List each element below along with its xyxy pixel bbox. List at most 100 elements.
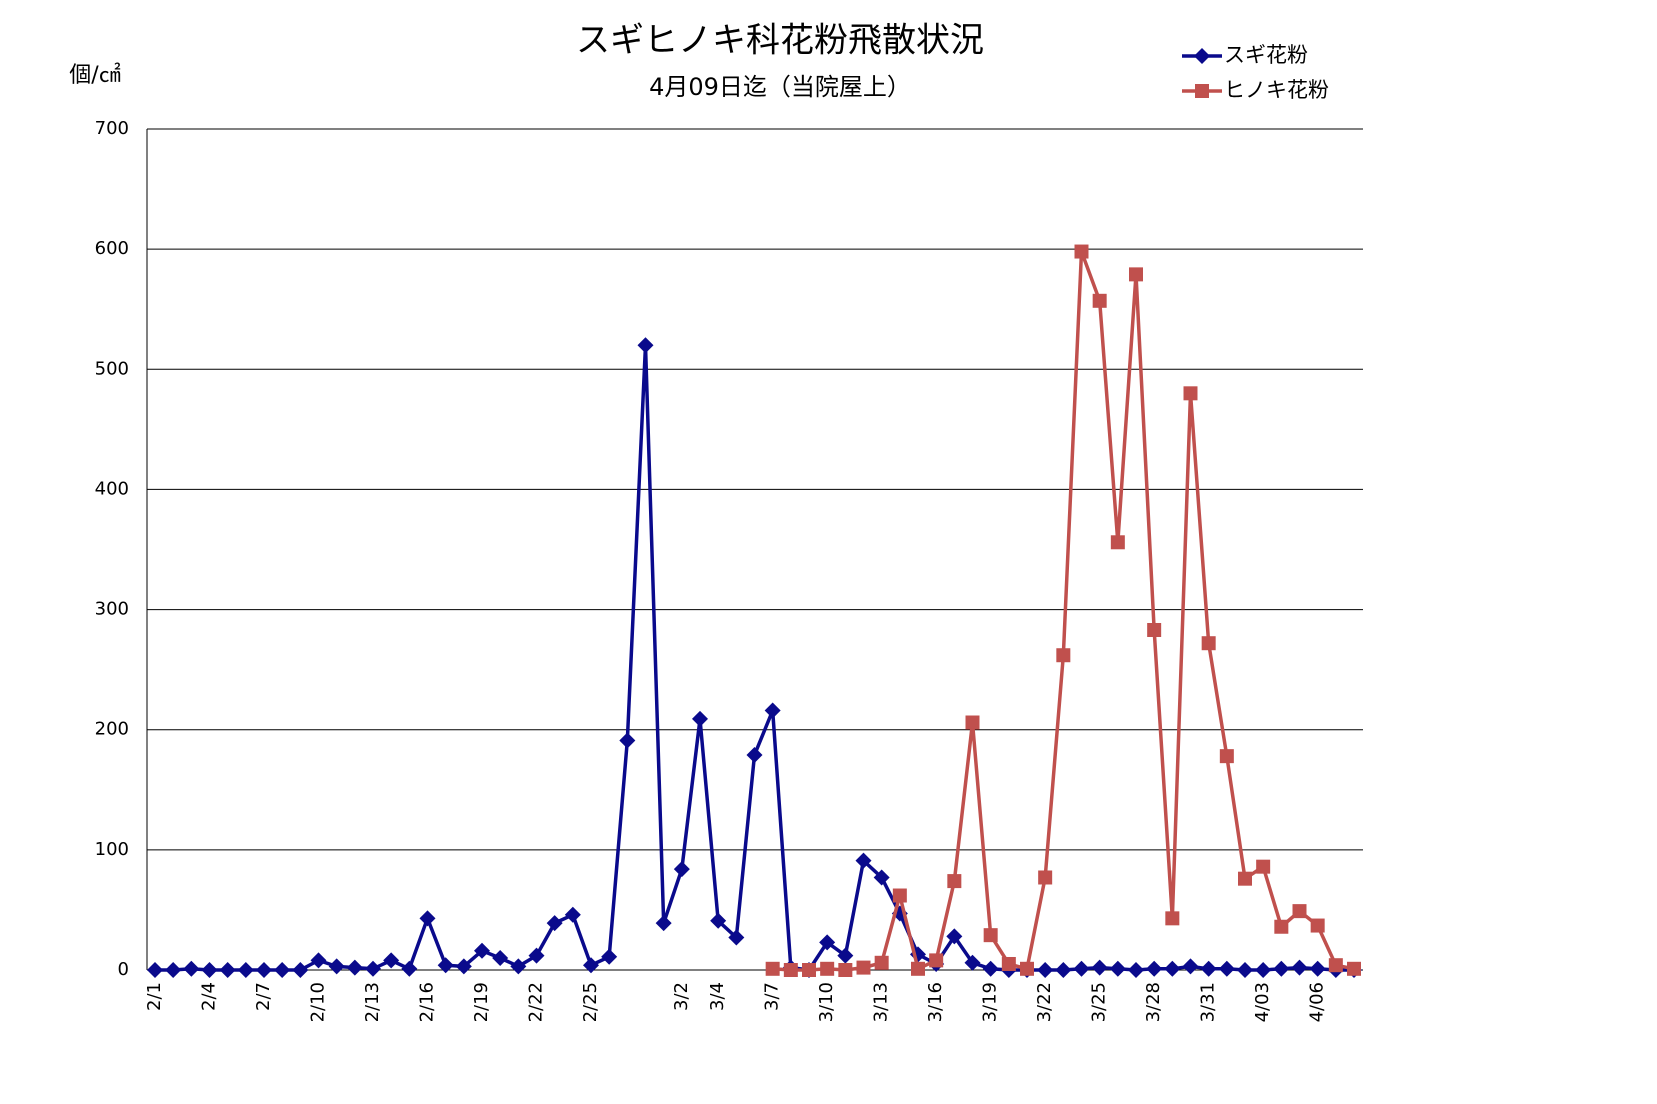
- data-point: [911, 961, 925, 976]
- x-tick-label: 3/22: [1034, 982, 1055, 1022]
- data-point: [820, 961, 835, 976]
- data-point: [1165, 911, 1180, 926]
- x-tick-label: 2/1: [144, 982, 165, 1011]
- data-point: [292, 962, 309, 978]
- data-point: [1183, 386, 1198, 401]
- chart-subtitle: 4月09日迄（当院屋上）: [649, 73, 911, 101]
- data-point: [1147, 622, 1162, 637]
- chart-title: スギヒノキ科花粉飛散状況: [576, 21, 984, 61]
- data-point: [1038, 870, 1053, 885]
- data-point: [401, 960, 418, 977]
- data-point: [1001, 956, 1016, 971]
- data-point: [1201, 636, 1216, 651]
- data-point: [1056, 648, 1071, 663]
- data-point: [328, 958, 345, 975]
- data-point: [1109, 960, 1126, 977]
- data-point: [1110, 535, 1125, 550]
- data-point: [1219, 749, 1234, 764]
- x-tick-label: 2/10: [308, 982, 329, 1022]
- data-point: [492, 949, 509, 966]
- data-point: [855, 852, 872, 869]
- x-tick-label: 2/13: [362, 982, 383, 1022]
- y-tick-label: 200: [95, 719, 129, 740]
- data-point: [346, 959, 363, 976]
- x-tick-label: 3/28: [1143, 982, 1164, 1022]
- x-tick-label: 2/19: [471, 982, 492, 1022]
- data-point: [383, 952, 400, 969]
- data-point: [365, 960, 381, 977]
- data-point: [1255, 962, 1272, 978]
- data-point: [1292, 904, 1307, 919]
- data-point: [1328, 958, 1343, 973]
- data-point: [983, 928, 998, 943]
- data-point: [1182, 958, 1199, 975]
- data-point: [947, 874, 962, 889]
- data-point: [929, 953, 944, 968]
- x-tick-label: 3/19: [980, 982, 1001, 1022]
- data-point: [437, 957, 454, 974]
- data-point: [765, 961, 780, 976]
- data-point: [1256, 859, 1271, 874]
- data-point: [965, 715, 980, 730]
- data-point: [165, 962, 182, 978]
- data-point: [838, 963, 853, 977]
- y-tick-label: 100: [95, 839, 129, 860]
- data-point: [802, 963, 816, 977]
- data-point: [1037, 962, 1054, 978]
- x-tick-label: 2/16: [417, 982, 438, 1022]
- data-point: [746, 746, 763, 763]
- data-point: [856, 960, 871, 975]
- data-point: [673, 861, 690, 878]
- data-point: [982, 960, 999, 977]
- y-tick-label: 400: [95, 478, 129, 499]
- data-point: [147, 962, 163, 978]
- data-point: [1291, 959, 1308, 976]
- x-tick-label: 2/22: [526, 982, 547, 1022]
- x-tick-label: 3/2: [671, 982, 692, 1011]
- data-point: [728, 929, 745, 946]
- data-point: [1310, 918, 1325, 933]
- data-point: [1273, 960, 1290, 977]
- data-point: [256, 962, 272, 978]
- data-point: [1129, 267, 1143, 282]
- data-point: [873, 869, 890, 886]
- x-tick-label: 3/25: [1089, 982, 1110, 1022]
- data-point: [655, 915, 672, 932]
- data-point: [237, 962, 254, 978]
- x-tick-label: 3/4: [707, 982, 728, 1011]
- data-point: [474, 942, 490, 959]
- y-tick-label: 700: [95, 118, 129, 139]
- data-point: [692, 710, 708, 727]
- data-point: [1238, 871, 1252, 886]
- data-point: [837, 947, 854, 964]
- x-tick-label: 3/16: [925, 982, 946, 1022]
- data-point: [1055, 962, 1072, 978]
- data-point: [619, 732, 636, 749]
- data-point: [601, 948, 618, 965]
- data-point: [528, 947, 545, 964]
- x-tick-label: 2/7: [253, 982, 274, 1011]
- data-point: [783, 963, 798, 977]
- y-axis-label: 個/㎠: [69, 62, 120, 88]
- data-point: [1200, 960, 1217, 977]
- y-tick-label: 0: [118, 959, 129, 980]
- data-point: [1074, 244, 1089, 259]
- data-point: [710, 912, 727, 929]
- x-tick-label: 3/10: [816, 982, 837, 1022]
- data-point: [1128, 962, 1144, 978]
- data-point: [1020, 961, 1034, 976]
- data-point: [964, 954, 981, 971]
- data-point: [819, 934, 836, 951]
- y-tick-label: 500: [95, 358, 129, 379]
- data-point: [1146, 960, 1163, 977]
- legend-label: ヒノキ花粉: [1224, 78, 1329, 102]
- data-point: [1073, 960, 1090, 977]
- data-point: [1092, 293, 1107, 308]
- data-point: [583, 957, 599, 974]
- data-point: [874, 955, 889, 970]
- data-point: [1347, 961, 1361, 976]
- data-point: [1218, 960, 1235, 977]
- y-tick-label: 300: [95, 599, 129, 620]
- data-point: [546, 915, 563, 932]
